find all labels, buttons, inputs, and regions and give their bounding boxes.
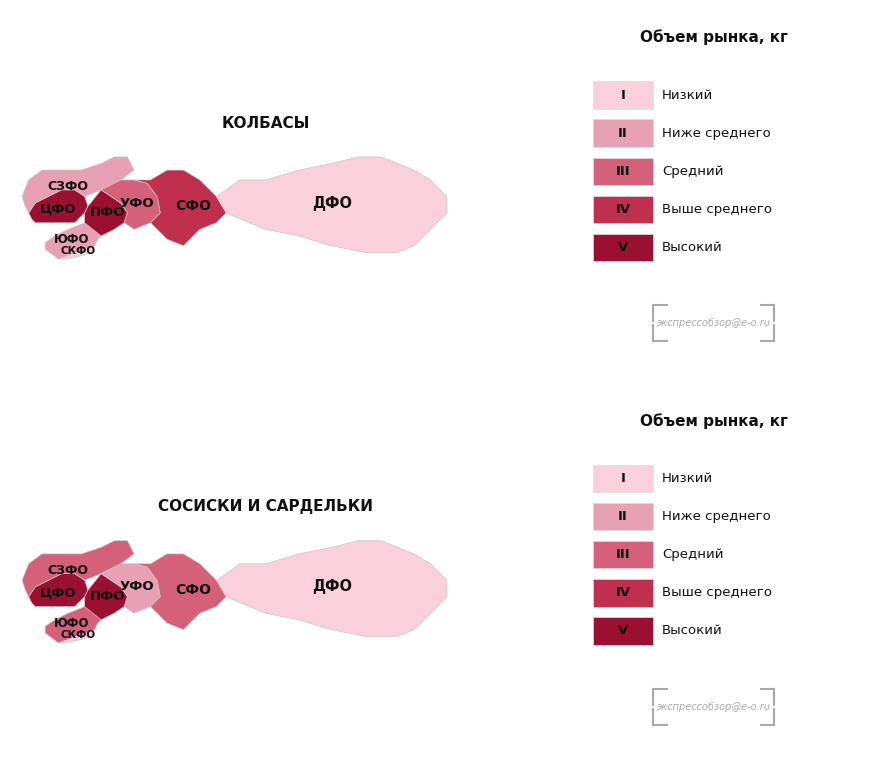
Text: Высокий: Высокий (662, 241, 723, 254)
Text: Выше среднего: Выше среднего (662, 202, 773, 215)
Text: III: III (615, 548, 630, 561)
Polygon shape (101, 564, 160, 613)
Text: СФО: СФО (175, 583, 212, 598)
Text: КОЛБАСЫ: КОЛБАСЫ (221, 115, 310, 131)
Polygon shape (134, 554, 227, 630)
Polygon shape (101, 180, 160, 229)
FancyBboxPatch shape (593, 618, 653, 644)
Text: II: II (618, 127, 628, 139)
Polygon shape (45, 223, 101, 259)
Text: Низкий: Низкий (662, 88, 714, 102)
Text: IV: IV (615, 202, 630, 215)
Text: Средний: Средний (662, 165, 724, 178)
Text: СЗФО: СЗФО (48, 180, 89, 193)
Text: УФО: УФО (120, 581, 155, 594)
Polygon shape (59, 623, 94, 643)
FancyBboxPatch shape (593, 195, 653, 223)
FancyBboxPatch shape (593, 119, 653, 147)
Polygon shape (22, 541, 134, 597)
Polygon shape (28, 190, 88, 223)
Polygon shape (22, 157, 134, 213)
Text: III: III (615, 165, 630, 178)
Text: ЮФО: ЮФО (53, 617, 89, 630)
Text: Объем рынка, кг: Объем рынка, кг (640, 413, 788, 429)
Polygon shape (84, 574, 127, 620)
Text: УФО: УФО (120, 197, 155, 209)
Text: СЗФО: СЗФО (48, 564, 89, 577)
Text: Ниже среднего: Ниже среднего (662, 127, 771, 139)
FancyBboxPatch shape (593, 579, 653, 607)
Text: I: I (621, 88, 625, 102)
Text: Высокий: Высокий (662, 624, 723, 638)
Polygon shape (216, 541, 447, 636)
Text: V: V (618, 624, 628, 638)
Text: экспрессобзор@е-о.ru: экспрессобзор@е-о.ru (657, 318, 771, 328)
Text: СОСИСКИ И САРДЕЛЬКИ: СОСИСКИ И САРДЕЛЬКИ (158, 499, 373, 514)
Text: ЦФО: ЦФО (40, 203, 76, 216)
Text: СФО: СФО (175, 199, 212, 213)
Text: Средний: Средний (662, 548, 724, 561)
Text: Объем рынка, кг: Объем рынка, кг (640, 29, 788, 45)
Text: ПФО: ПФО (90, 591, 125, 603)
Text: II: II (618, 511, 628, 524)
FancyBboxPatch shape (593, 465, 653, 492)
Text: ЦФО: ЦФО (40, 587, 76, 600)
Polygon shape (28, 574, 88, 607)
Text: Ниже среднего: Ниже среднего (662, 511, 771, 524)
FancyBboxPatch shape (593, 504, 653, 531)
FancyBboxPatch shape (593, 234, 653, 261)
FancyBboxPatch shape (593, 158, 653, 185)
Polygon shape (59, 239, 94, 259)
Text: IV: IV (615, 587, 630, 599)
Text: СКФО: СКФО (60, 630, 96, 640)
Text: экспрессобзор@е-о.ru: экспрессобзор@е-о.ru (657, 702, 771, 712)
Polygon shape (84, 190, 127, 236)
Text: ДФО: ДФО (312, 579, 352, 594)
Text: I: I (621, 472, 625, 485)
Text: Низкий: Низкий (662, 472, 714, 485)
Text: ДФО: ДФО (312, 195, 352, 211)
FancyBboxPatch shape (593, 541, 653, 568)
Polygon shape (134, 170, 227, 246)
Text: ЮФО: ЮФО (53, 233, 89, 246)
Text: ПФО: ПФО (90, 206, 125, 219)
Text: Выше среднего: Выше среднего (662, 587, 773, 599)
Text: СКФО: СКФО (60, 246, 96, 256)
Polygon shape (216, 157, 447, 252)
Polygon shape (45, 607, 101, 643)
FancyBboxPatch shape (593, 82, 653, 108)
Text: V: V (618, 241, 628, 254)
